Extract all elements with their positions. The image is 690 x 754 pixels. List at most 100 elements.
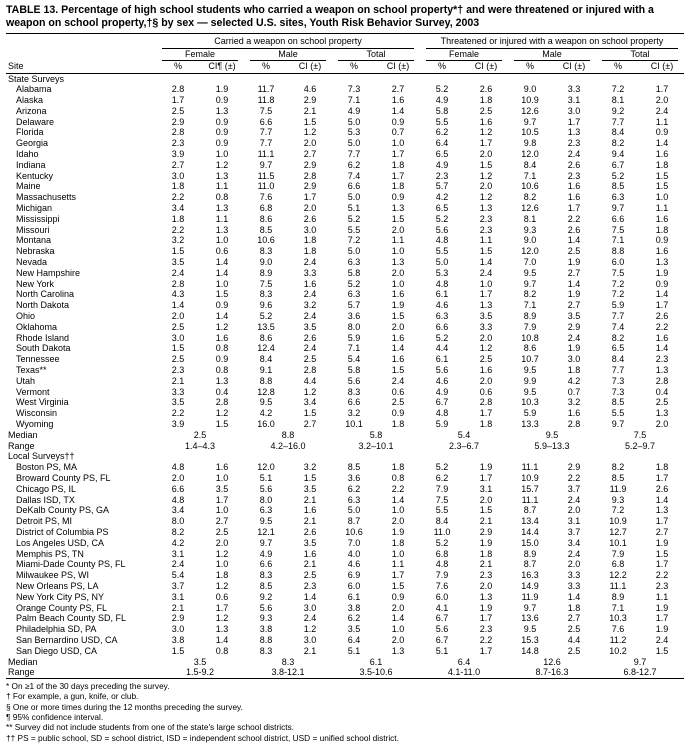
value-cell: 3.9 [171,419,185,429]
value-cell: 1.9 [479,602,493,613]
value-cell: 1.0 [655,192,669,203]
value-cell: 2.4 [391,375,405,386]
value-cell: 6.7 [435,397,449,408]
value-cell: 13.5 [257,321,275,332]
site-cell: New York [16,278,55,289]
value-cell: 8.1 [523,213,537,224]
value-cell: 8.4 [435,516,449,527]
value-cell: 2.2 [391,483,405,494]
value-cell: 1.6 [655,149,669,160]
corner-cell [6,49,156,62]
site-cell: New Hampshire [16,267,81,278]
value-cell: 1.9 [655,537,669,548]
value-cell: 13.4 [521,516,539,527]
site-row: Oklahoma 2.5 1.2 13.5 3.5 8.0 2.0 6.6 3.3 7.9 2.9 7… [6,322,684,333]
value-cell: 1.8 [655,462,669,473]
value-cell: 2.3 [435,170,449,181]
site-row: Detroit PS, MI 8.0 2.7 9.5 2.1 8.7 2.0 8.4 2.1 13… [6,516,684,527]
value-cell: 2.3 [479,213,493,224]
value-cell: 8.5 [611,181,625,192]
value-cell: 4.2 [567,375,581,386]
value-cell: 1.7 [391,149,405,160]
site-row: Rhode Island 3.0 1.6 8.6 2.6 5.9 1.6 5.2 2.0 10.8… [6,333,684,344]
value-cell: 8.7 [523,505,537,516]
value-cell: 1.6 [567,192,581,203]
value-cell: 10.9 [521,472,539,483]
value-cell: 1.4 [215,257,229,268]
value-cell: 2.5 [171,354,185,365]
range-row: Range 1.5-9.2 3.8-12.1 3.5-10.6 4.1-11.0 8.7-… [6,667,684,678]
value-cell: 7.6 [259,192,273,203]
value-cell: 1.7 [567,203,581,214]
footnote: ¶ 95% confidence interval. [6,712,104,723]
value-cell: 2.4 [479,267,493,278]
value-cell: 5.6 [435,365,449,376]
value-cell: 7.7 [347,149,361,160]
value-cell: 8.1 [611,95,625,106]
value-cell: 9.2 [611,105,625,116]
value-cell: 1.7 [479,613,493,624]
value-cell: 1.0 [215,472,229,483]
value-cell: 8.3 [259,570,273,581]
value-cell: 2.1 [171,375,185,386]
site-cell: Wyoming [16,419,54,429]
value-cell: 9.8 [523,138,537,149]
value-cell: 1.7 [655,300,669,311]
value-cell: 0.7 [567,386,581,397]
value-cell: 2.7 [215,516,229,527]
site-cell: Detroit PS, MI [16,516,73,527]
footnote: § One or more times during the 12 months… [6,701,243,712]
value-cell: 1.0 [215,559,229,570]
value-cell: 2.6 [479,84,493,95]
value-cell: 1.8 [567,365,581,376]
site-cell: Mississippi [16,213,60,224]
site-cell: DeKalb County PS, GA [16,505,110,516]
value-cell: 2.4 [655,105,669,116]
value-cell: 3.8 [259,624,273,635]
value-cell: 9.1 [259,365,273,376]
site-row: Miami-Dade County PS, FL 2.4 1.0 6.6 2.1 4.6 1… [6,559,684,570]
value-cell: 7.7 [611,365,625,376]
value-cell: 2.5 [479,354,493,365]
value-cell: 0.9 [391,116,405,127]
value-cell: 13.3 [521,419,539,429]
stat-label: Median [8,656,38,667]
value-cell: 2.0 [391,634,405,645]
value-cell: 9.5 [259,516,273,527]
value-cell: 8.3 [347,386,361,397]
stat-value-cell: 6.8-12.7 [623,667,657,678]
value-cell: 1.5 [171,645,185,656]
value-cell: 1.0 [215,235,229,246]
value-cell: 2.2 [567,472,581,483]
value-cell: 0.9 [655,278,669,289]
value-cell: 1.8 [303,235,317,246]
value-cell: 4.8 [435,408,449,419]
value-cell: 1.2 [303,127,317,138]
value-cell: 9.5 [523,267,537,278]
value-cell: 5.5 [435,116,449,127]
value-cell: 3.3 [171,386,185,397]
value-cell: 4.8 [435,278,449,289]
value-cell: 7.2 [611,84,625,95]
site-row: Georgia 2.3 0.9 7.7 2.0 5.0 1.0 6.4 1.7 9.8 2.3 8.2… [6,138,684,149]
value-cell: 3.0 [303,224,317,235]
value-cell: 1.7 [567,116,581,127]
value-cell: 1.0 [215,149,229,160]
value-cell: 2.2 [171,192,185,203]
value-cell: 2.0 [391,516,405,527]
value-cell: 1.9 [655,602,669,613]
value-cell: 6.8 [259,203,273,214]
value-cell: 1.2 [215,548,229,559]
site-cell: Maine [16,181,41,192]
range-row: Range 1.4–4.3 4.2–16.0 3.2–10.1 2.3–6.7 5.9–1… [6,441,684,452]
value-cell: 10.9 [521,95,539,106]
value-cell: 9.0 [523,84,537,95]
site-cell: Rhode Island [16,332,70,343]
value-cell: 3.0 [303,634,317,645]
value-cell: 3.5 [347,624,361,635]
value-cell: 4.1 [435,602,449,613]
value-cell: 8.6 [259,213,273,224]
value-cell: 3.2 [347,408,361,419]
value-cell: 2.4 [171,267,185,278]
value-cell: 8.9 [523,311,537,322]
